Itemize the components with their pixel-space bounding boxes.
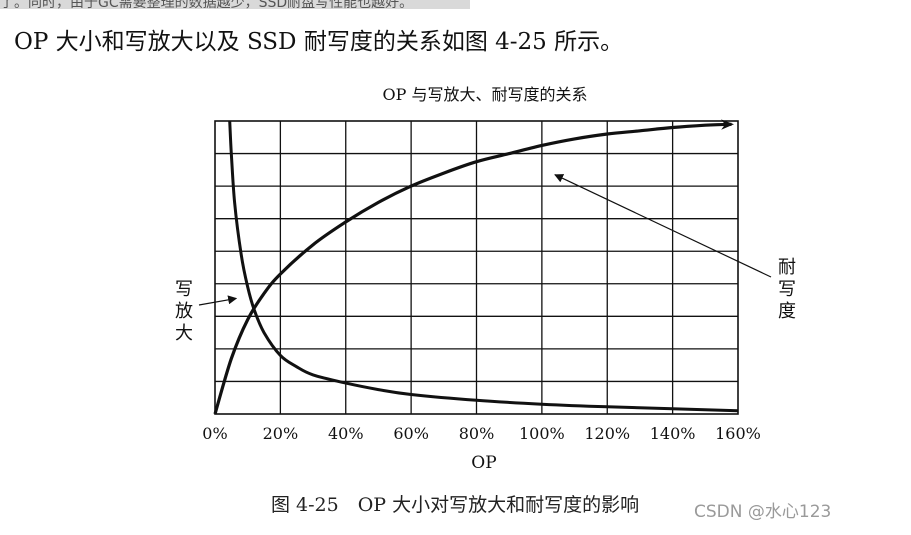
top-cropped-text: 了。同时，由于GC需要整理的数据越少，SSD耐盘写性能也越好。 xyxy=(0,0,470,9)
x-tick-label: 100% xyxy=(519,424,565,443)
x-tick-label: 80% xyxy=(459,424,495,443)
watermark: CSDN @水心123 xyxy=(694,502,832,522)
x-tick-label: 60% xyxy=(393,424,429,443)
chart-series-layer xyxy=(213,119,739,415)
chart-title: OP 与写放大、耐写度的关系 xyxy=(383,85,588,104)
annotation-endurance: 耐写度 xyxy=(778,257,796,322)
top-cropped-text-content: 了。同时，由于GC需要整理的数据越少，SSD耐盘写性能也越好。 xyxy=(0,0,414,9)
x-tick-label: 40% xyxy=(328,424,364,443)
annotation-arrow-endurance xyxy=(554,174,772,278)
x-tick-label: 160% xyxy=(715,424,761,443)
chart-annotations: 写放大 耐写度 xyxy=(175,174,796,344)
figure-caption: 图 4-25 OP 大小对写放大和耐写度的影响 xyxy=(271,494,640,516)
chart-grid xyxy=(215,121,738,414)
x-tick-label: 0% xyxy=(202,424,227,443)
intro-paragraph: OP 大小和写放大以及 SSD 耐写度的关系如图 4-25 所示。 xyxy=(14,29,624,55)
x-tick-label: 20% xyxy=(263,424,299,443)
series-line-endurance xyxy=(213,119,735,415)
x-tick-label: 140% xyxy=(650,424,696,443)
annotation-write-amplification: 写放大 xyxy=(175,279,193,344)
plot-frame xyxy=(214,120,739,415)
x-tick-label: 120% xyxy=(584,424,630,443)
x-axis-label: OP xyxy=(471,453,496,473)
annotation-arrow-write-amplification xyxy=(198,295,238,306)
series-line-write-amplification xyxy=(228,120,739,413)
x-tick-labels: 0% 20% 40% 60% 80% 100% 120% 140% 160% xyxy=(202,424,761,443)
